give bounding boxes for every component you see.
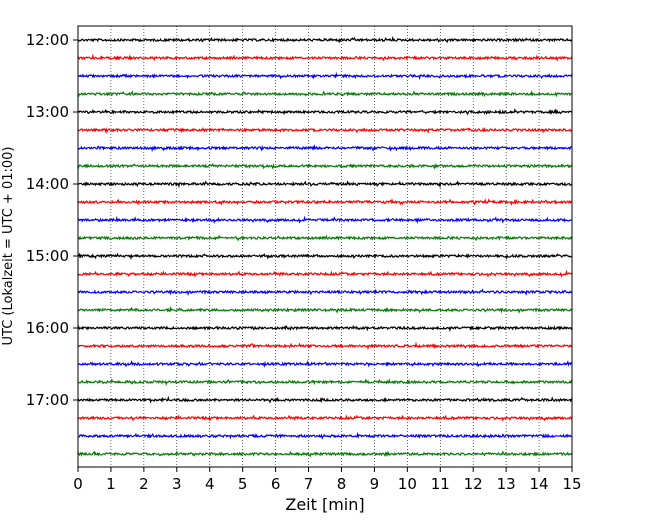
y-tick-label: 15:00 [26, 247, 69, 265]
trace-1500 [77, 252, 573, 261]
trace-1515 [77, 269, 573, 278]
y-tick-label: 14:00 [26, 175, 69, 193]
x-tick-label: 8 [337, 475, 347, 493]
x-tick-label: 14 [530, 475, 549, 493]
x-tick-label: 15 [562, 475, 581, 493]
x-tick-label: 2 [139, 475, 149, 493]
x-tick-label: 3 [172, 475, 182, 493]
trace-1315 [77, 126, 573, 134]
trace-1330 [77, 143, 573, 153]
trace-1215 [77, 53, 573, 62]
trace-1345 [77, 162, 573, 170]
trace-1730 [77, 431, 573, 440]
x-tick-label: 1 [106, 475, 116, 493]
plot-frame [77, 25, 573, 468]
trace-1600 [77, 324, 573, 333]
y-tick-label: 13:00 [26, 103, 69, 121]
trace-1430 [77, 215, 573, 225]
x-tick-label: 0 [73, 475, 83, 493]
seismic-traces [77, 35, 573, 458]
x-tick-label: 11 [431, 475, 450, 493]
y-tick-label: 12:00 [26, 31, 69, 49]
y-axis-ticks: 12:00 13:00 14:00 15:00 16:00 17:00 [26, 31, 78, 409]
trace-1530 [77, 288, 573, 296]
trace-1245 [77, 89, 573, 98]
trace-1400 [77, 180, 573, 189]
trace-1615 [77, 341, 573, 351]
trace-1745 [77, 450, 573, 458]
trace-1700 [77, 395, 573, 404]
x-tick-label: 13 [497, 475, 516, 493]
x-axis-label: Zeit [min] [285, 495, 364, 514]
y-axis-label: UTC (Lokalzeit = UTC + 01:00) [1, 147, 16, 346]
x-tick-label: 7 [304, 475, 314, 493]
x-axis-ticks: 0 1 2 3 4 5 6 7 8 9 10 11 12 13 14 15 [73, 467, 582, 493]
trace-1415 [77, 197, 573, 207]
y-tick-label: 16:00 [26, 319, 69, 337]
trace-1715 [77, 414, 573, 422]
x-tick-label: 9 [370, 475, 380, 493]
x-tick-label: 10 [398, 475, 417, 493]
trace-1645 [77, 378, 573, 387]
trace-1230 [77, 71, 573, 81]
trace-1300 [77, 107, 573, 116]
y-tick-label: 17:00 [26, 391, 69, 409]
trace-1445 [77, 234, 573, 242]
x-tick-label: 5 [238, 475, 248, 493]
trace-1545 [77, 305, 573, 314]
trace-1630 [77, 360, 573, 368]
x-tick-label: 6 [271, 475, 281, 493]
x-tick-label: 4 [205, 475, 215, 493]
trace-1200 [77, 35, 573, 44]
x-tick-label: 12 [464, 475, 483, 493]
